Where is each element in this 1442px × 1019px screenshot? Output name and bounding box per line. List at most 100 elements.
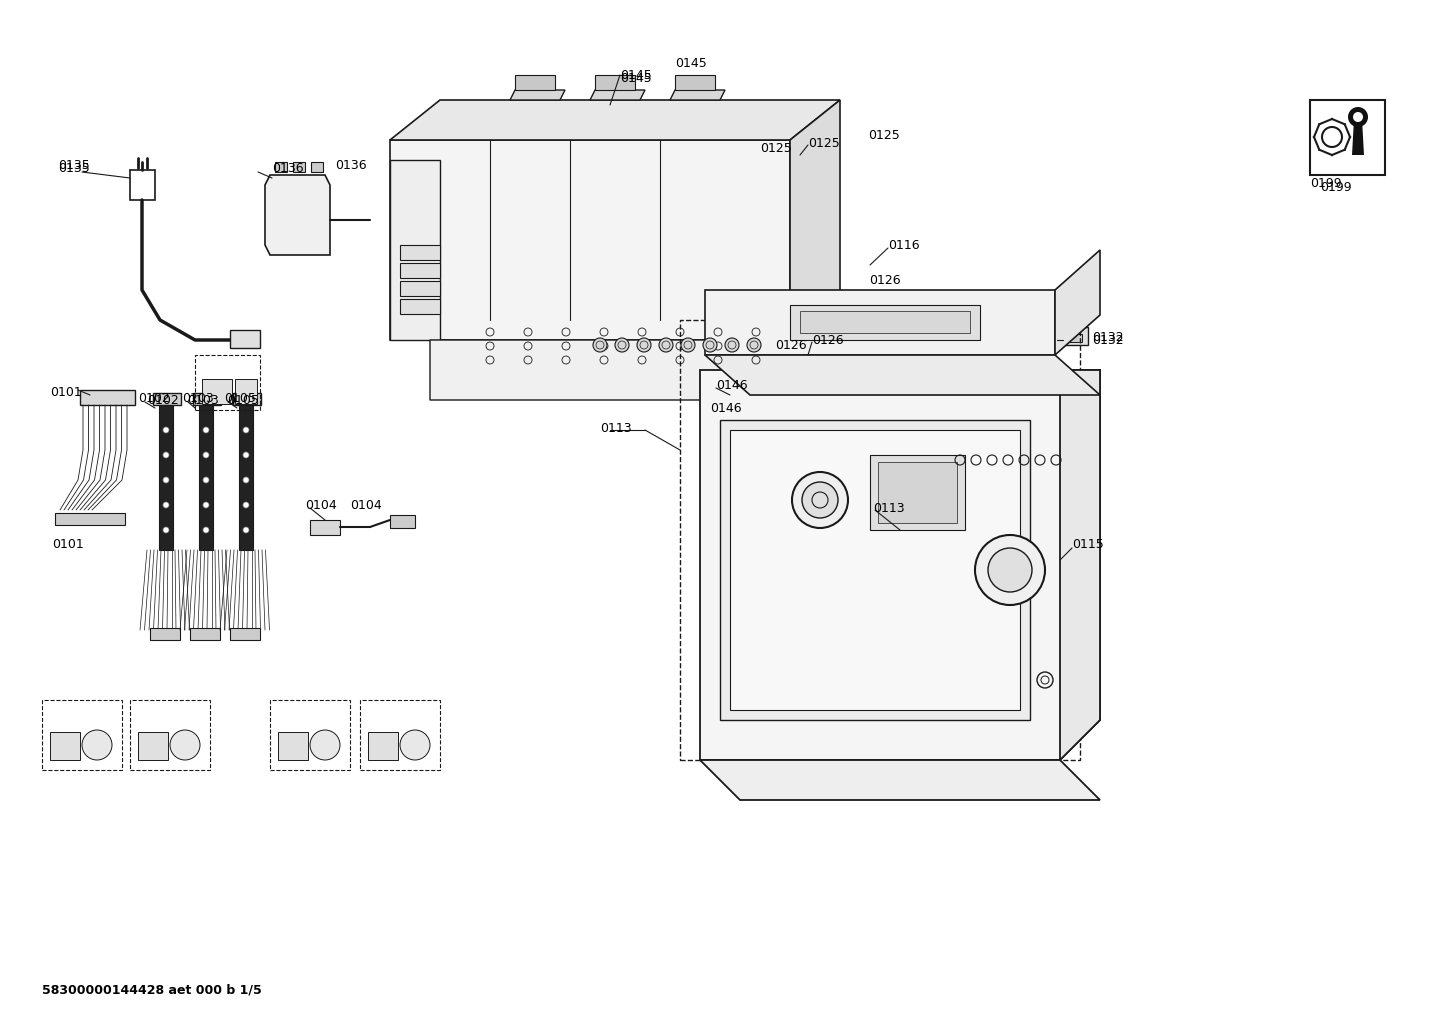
Text: 0105: 0105 [226, 393, 260, 407]
Text: 0113: 0113 [600, 422, 632, 434]
Text: 0136: 0136 [335, 159, 366, 171]
Bar [360, 700, 440, 770]
Text: 0145: 0145 [675, 56, 707, 69]
Bar [399, 245, 440, 260]
Text: 0146: 0146 [709, 401, 741, 415]
Bar [159, 405, 173, 550]
Bar [596, 75, 634, 90]
Polygon shape [1056, 250, 1100, 355]
Text: 0115: 0115 [1071, 538, 1103, 551]
Polygon shape [389, 140, 790, 340]
Circle shape [704, 338, 717, 352]
Circle shape [163, 527, 169, 533]
Polygon shape [79, 390, 136, 405]
Bar [235, 379, 257, 404]
Polygon shape [1353, 119, 1364, 155]
Text: 0125: 0125 [808, 137, 839, 150]
Circle shape [163, 452, 169, 458]
Text: 0125: 0125 [760, 142, 792, 155]
Bar [293, 162, 306, 172]
Circle shape [203, 427, 209, 433]
Circle shape [163, 477, 169, 483]
Circle shape [163, 502, 169, 508]
Circle shape [203, 452, 209, 458]
Bar [1060, 327, 1089, 345]
Bar [720, 420, 1030, 720]
Text: 0104: 0104 [350, 498, 382, 512]
Text: 0125: 0125 [868, 128, 900, 142]
Text: 0113: 0113 [872, 501, 904, 515]
Circle shape [203, 527, 209, 533]
Text: 0199: 0199 [1309, 176, 1341, 190]
Polygon shape [705, 290, 1056, 355]
Bar [278, 732, 309, 760]
Bar [399, 263, 440, 278]
Bar [239, 405, 252, 550]
Text: 0103: 0103 [187, 393, 219, 407]
Text: 0105: 0105 [224, 391, 255, 405]
Bar [1309, 100, 1384, 175]
Bar [681, 320, 1080, 760]
Text: 0199: 0199 [1319, 180, 1351, 194]
Polygon shape [790, 100, 841, 340]
Polygon shape [671, 90, 725, 100]
Bar [199, 405, 213, 550]
Circle shape [802, 482, 838, 518]
Circle shape [593, 338, 607, 352]
Circle shape [975, 535, 1045, 605]
Bar [735, 385, 790, 430]
Text: 0126: 0126 [812, 333, 844, 346]
Bar [399, 281, 440, 296]
Bar [234, 393, 261, 405]
Bar [730, 380, 795, 435]
Circle shape [244, 452, 249, 458]
Circle shape [681, 338, 695, 352]
Bar [231, 628, 260, 640]
Bar [275, 162, 287, 172]
Circle shape [244, 427, 249, 433]
Text: 0145: 0145 [620, 68, 652, 82]
Bar [730, 430, 1019, 710]
Text: 0136: 0136 [273, 161, 304, 174]
Circle shape [792, 472, 848, 528]
Circle shape [170, 730, 200, 760]
Circle shape [244, 527, 249, 533]
Bar [193, 393, 221, 405]
Circle shape [1322, 127, 1343, 147]
Bar [55, 513, 125, 525]
Circle shape [1353, 112, 1363, 122]
Text: 0101: 0101 [50, 385, 82, 398]
Circle shape [82, 730, 112, 760]
Bar [42, 700, 123, 770]
Circle shape [747, 338, 761, 352]
Bar [878, 462, 957, 523]
Circle shape [637, 338, 650, 352]
Bar [150, 628, 180, 640]
Polygon shape [389, 100, 841, 140]
Bar [270, 700, 350, 770]
Polygon shape [699, 370, 1100, 760]
Bar [1064, 334, 1082, 342]
Bar [195, 355, 260, 410]
Text: 0126: 0126 [870, 273, 901, 286]
Polygon shape [590, 90, 645, 100]
Polygon shape [389, 515, 415, 528]
Text: 0135: 0135 [58, 159, 89, 171]
Circle shape [203, 502, 209, 508]
Circle shape [659, 338, 673, 352]
Circle shape [244, 477, 249, 483]
Bar [190, 628, 221, 640]
Bar [515, 75, 555, 90]
Bar [311, 162, 323, 172]
Bar [231, 330, 260, 348]
Polygon shape [699, 760, 1100, 800]
Text: 0132: 0132 [1092, 330, 1123, 343]
Circle shape [203, 477, 209, 483]
Text: 0102: 0102 [147, 393, 179, 407]
Text: 0104: 0104 [306, 498, 337, 512]
Text: 0146: 0146 [717, 378, 747, 391]
Bar [399, 299, 440, 314]
Circle shape [163, 427, 169, 433]
Bar [50, 732, 79, 760]
Bar [153, 393, 182, 405]
